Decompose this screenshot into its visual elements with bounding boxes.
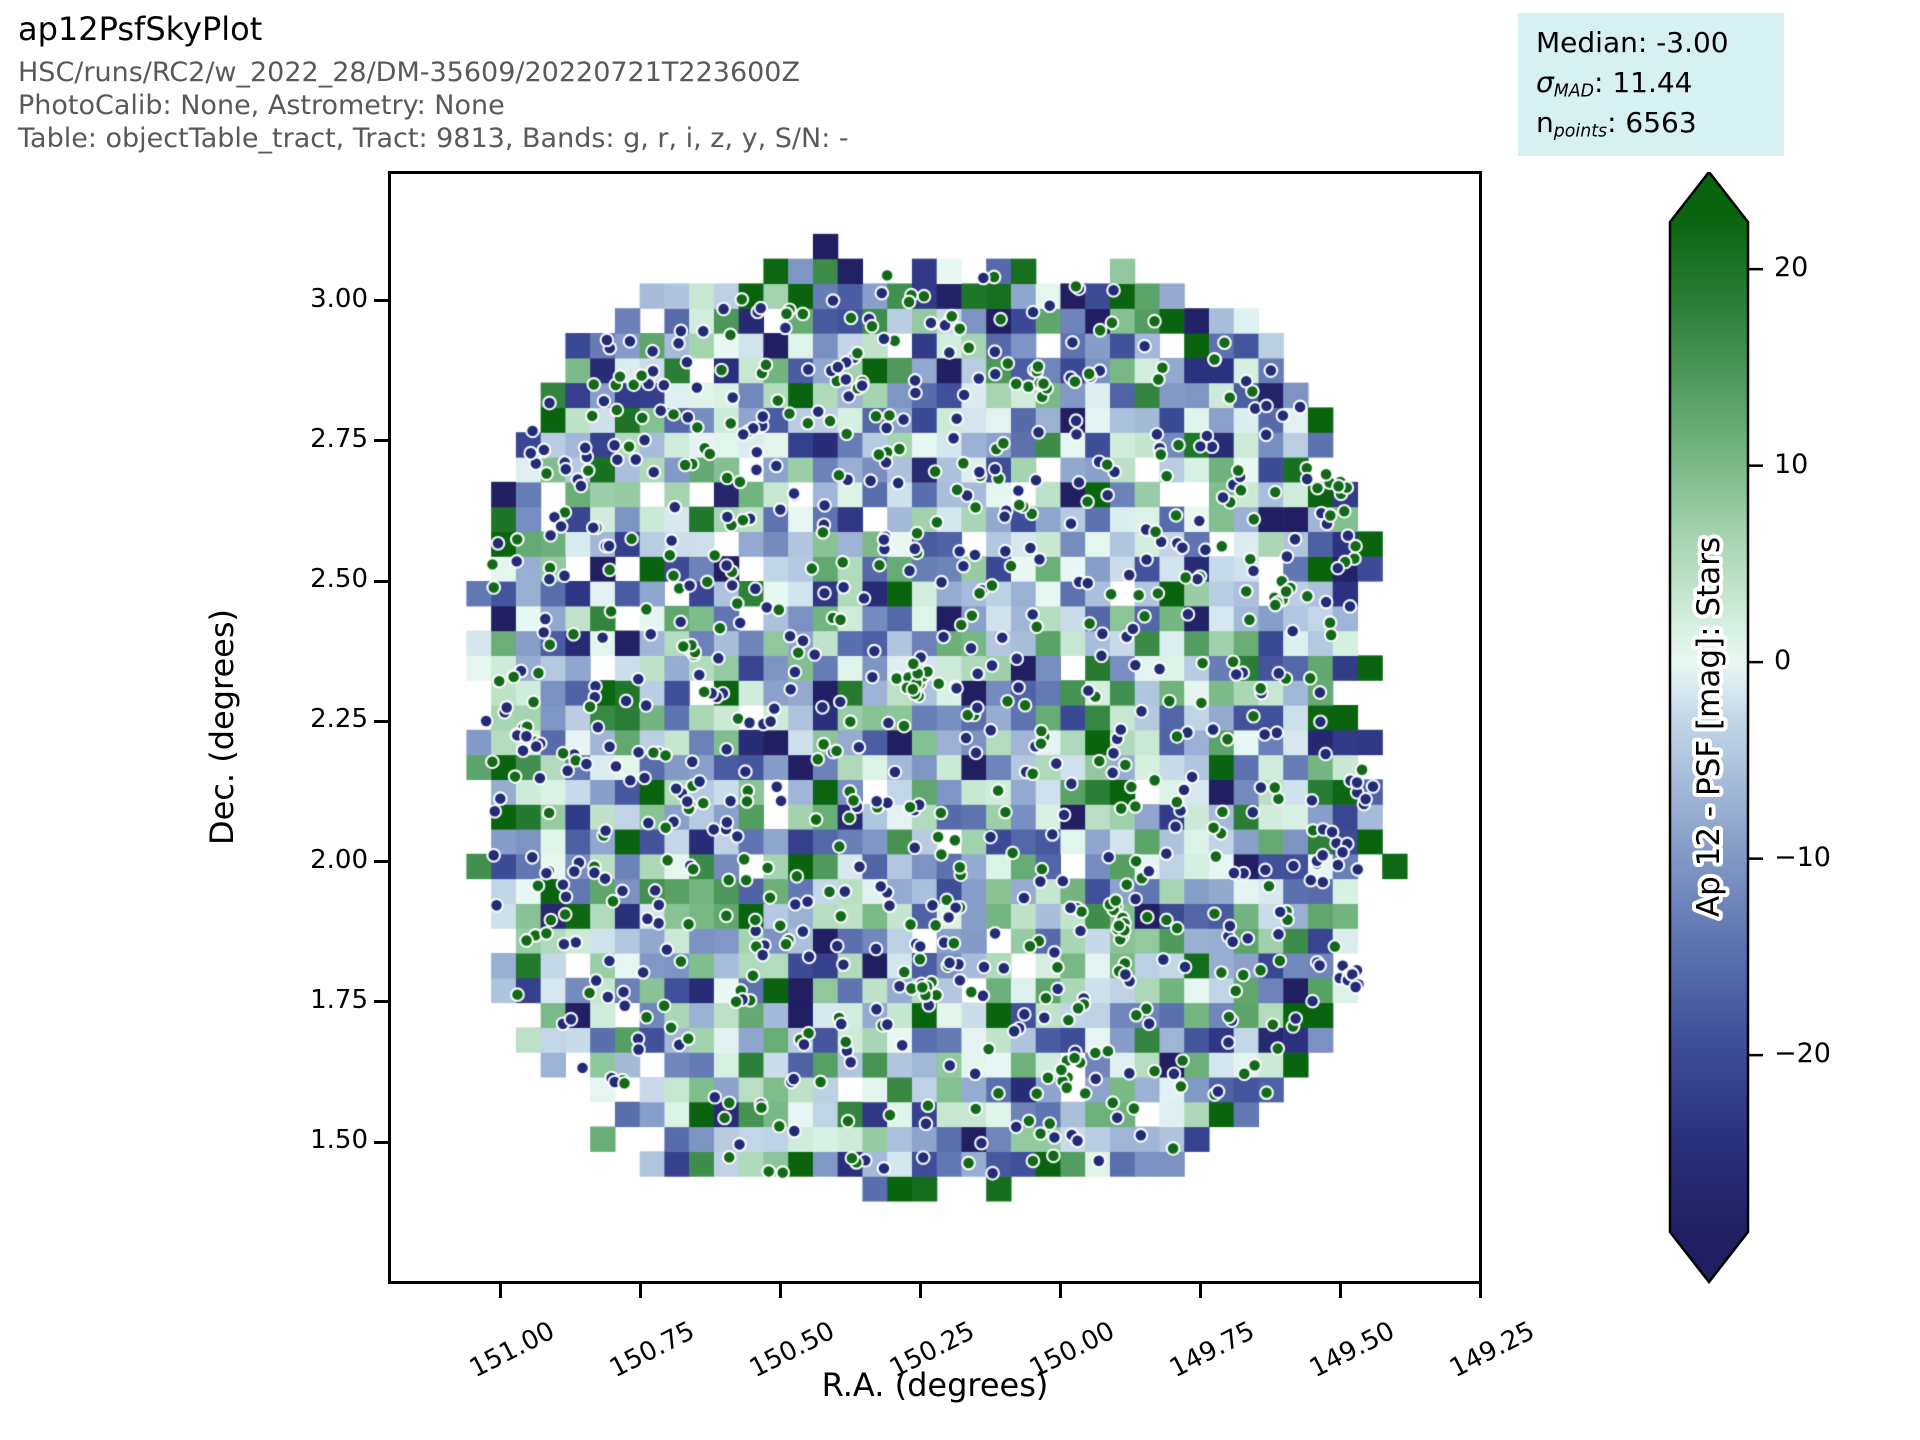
y-tick-mark bbox=[374, 1140, 388, 1144]
stat-median: Median: -3.00 bbox=[1536, 26, 1729, 59]
stat-sigma-mad: σMAD: 11.44 bbox=[1536, 66, 1693, 102]
y-tick-mark bbox=[374, 719, 388, 723]
y-tick-mark bbox=[374, 860, 388, 863]
y-tick-label: 3.00 bbox=[310, 283, 368, 314]
stat-n-points: npoints: 6563 bbox=[1536, 106, 1697, 142]
y-tick-label: 2.75 bbox=[310, 423, 368, 454]
y-axis-label: Dec. (degrees) bbox=[203, 608, 241, 846]
colorbar-tick-marks bbox=[1748, 267, 1763, 1057]
x-tick-mark bbox=[498, 1284, 502, 1298]
subtitle-calib-line: PhotoCalib: None, Astrometry: None bbox=[18, 90, 505, 121]
colorbar: Ap 12 - PSF [mag]: Stars bbox=[1668, 172, 1763, 1285]
colorbar-tick-label: −20 bbox=[1774, 1038, 1831, 1070]
x-axis-label: R.A. (degrees) bbox=[821, 1366, 1049, 1404]
x-tick-label: 149.25 bbox=[1444, 1316, 1540, 1385]
page-title: ap12PsfSkyPlot bbox=[18, 10, 263, 48]
x-tick-mark bbox=[1338, 1284, 1342, 1298]
colorbar-tick-label: −10 bbox=[1774, 841, 1831, 873]
x-tick-mark bbox=[1478, 1284, 1482, 1298]
stats-summary-box: Median: -3.00 σMAD: 11.44 npoints: 6563 bbox=[1518, 13, 1784, 156]
y-tick-label: 1.50 bbox=[310, 1125, 368, 1155]
colorbar-tick-label: 20 bbox=[1774, 252, 1809, 284]
x-tick-mark bbox=[1198, 1284, 1202, 1298]
x-tick-label: 151.00 bbox=[464, 1316, 560, 1385]
y-tick-label: 2.50 bbox=[310, 564, 368, 594]
colorbar-tick-label: 10 bbox=[1774, 448, 1809, 480]
x-tick-mark bbox=[918, 1284, 922, 1298]
y-tick-label: 2.00 bbox=[310, 844, 368, 875]
y-tick-mark bbox=[374, 439, 388, 443]
subtitle-table-line: Table: objectTable_tract, Tract: 9813, B… bbox=[18, 123, 849, 154]
y-tick-label: 1.75 bbox=[310, 984, 368, 1015]
colorbar-axis-label: Ap 12 - PSF [mag]: Stars bbox=[1691, 537, 1727, 917]
x-tick-label: 149.50 bbox=[1304, 1316, 1400, 1385]
x-tick-mark bbox=[778, 1284, 782, 1298]
x-tick-mark bbox=[638, 1284, 642, 1298]
colorbar-tick-label: 0 bbox=[1774, 645, 1792, 677]
y-tick-mark bbox=[374, 1000, 388, 1004]
y-tick-mark bbox=[374, 299, 388, 302]
subtitle-run-line: HSC/runs/RC2/w_2022_28/DM-35609/20220721… bbox=[18, 57, 800, 88]
y-tick-mark bbox=[374, 579, 388, 583]
y-tick-label: 2.25 bbox=[310, 704, 368, 735]
colorbar-gradient-bar bbox=[1668, 172, 1750, 1285]
sky-plot-canvas bbox=[391, 174, 1479, 1281]
x-tick-mark bbox=[1058, 1284, 1062, 1298]
